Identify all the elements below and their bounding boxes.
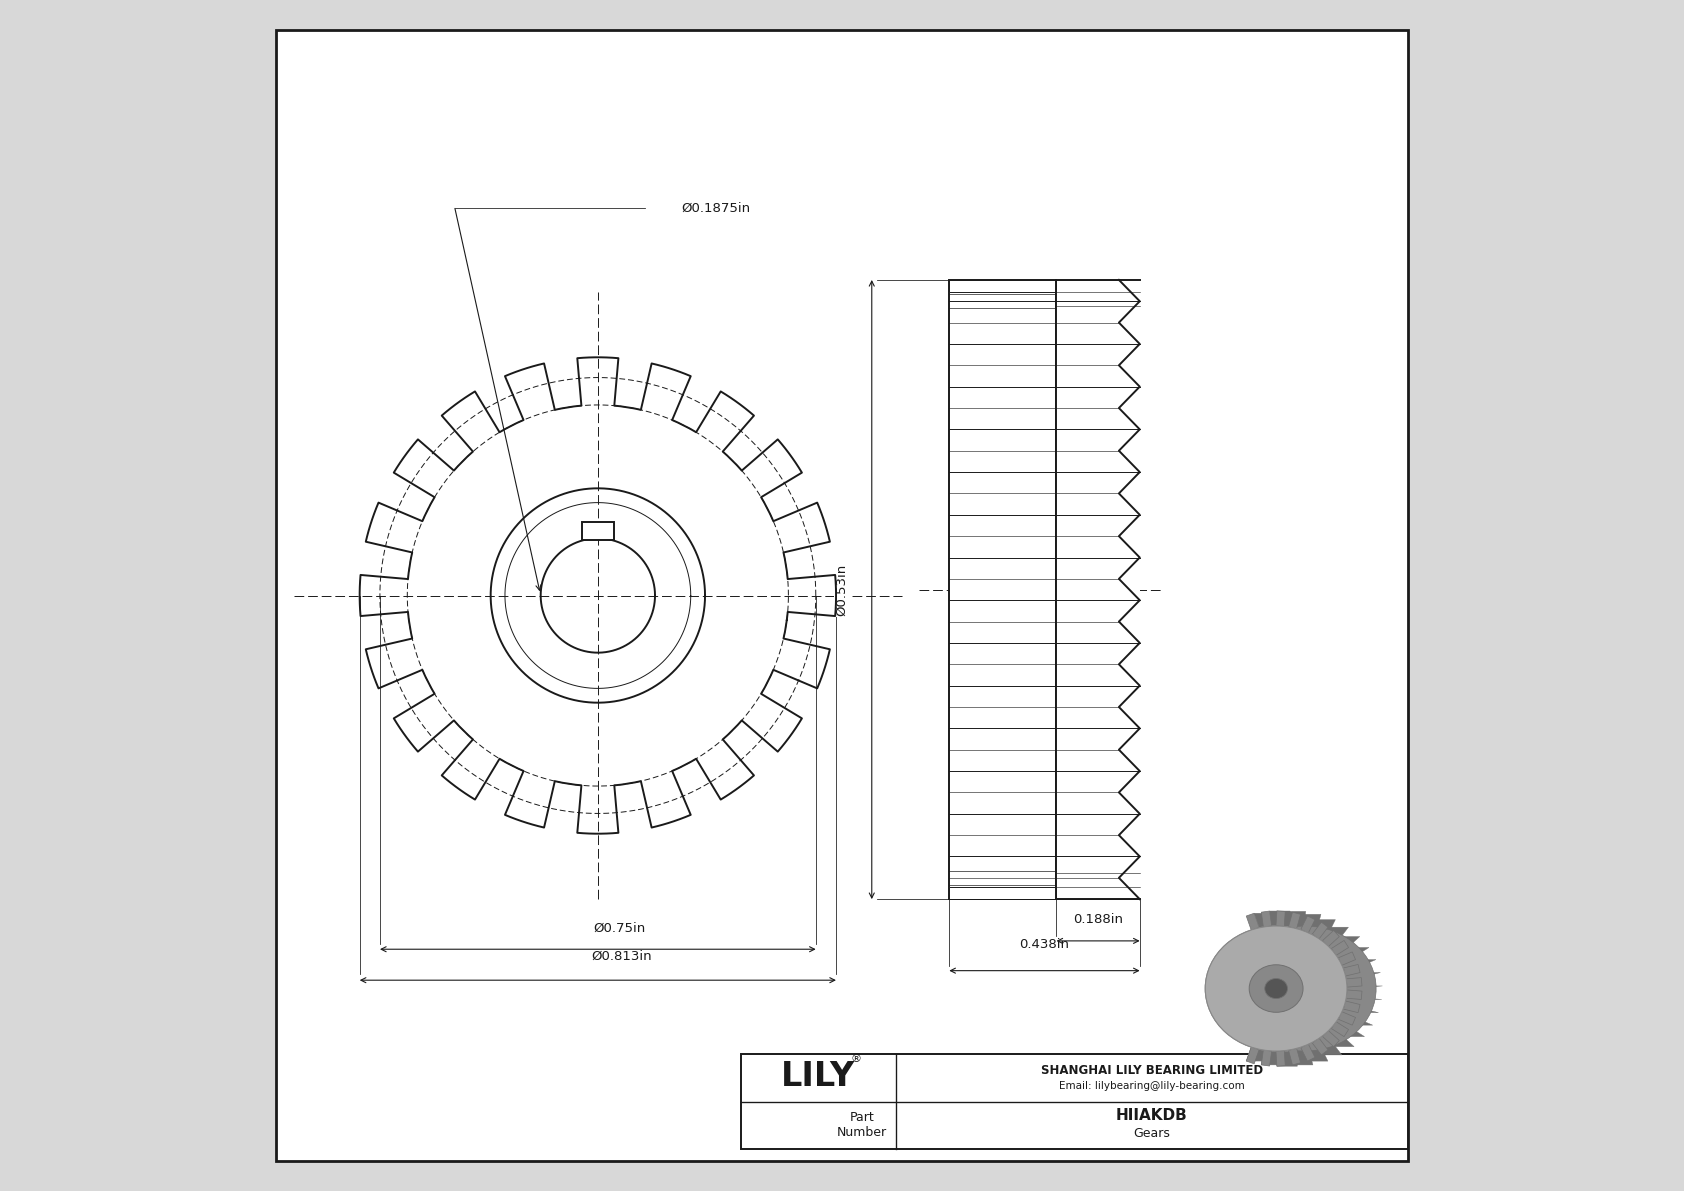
Polygon shape — [1344, 1000, 1361, 1012]
Polygon shape — [1347, 978, 1362, 987]
Polygon shape — [1246, 913, 1260, 930]
Polygon shape — [1288, 912, 1300, 929]
Ellipse shape — [1265, 979, 1288, 998]
Polygon shape — [1312, 1043, 1342, 1055]
Text: Ø0.53in: Ø0.53in — [835, 563, 849, 616]
Polygon shape — [1339, 1019, 1372, 1025]
Text: 0.438in: 0.438in — [1019, 939, 1069, 950]
Polygon shape — [1344, 1009, 1379, 1012]
Polygon shape — [1312, 1037, 1329, 1055]
Bar — [741, 1054, 1408, 1149]
Text: Ø0.813in: Ø0.813in — [591, 950, 652, 962]
Ellipse shape — [1250, 965, 1303, 1012]
Polygon shape — [1255, 913, 1280, 928]
Bar — [950, 280, 1056, 292]
Polygon shape — [1276, 1050, 1285, 1066]
Text: Ø0.75in: Ø0.75in — [593, 922, 645, 934]
Bar — [583, 523, 613, 540]
Polygon shape — [1297, 915, 1320, 929]
Bar — [950, 887, 1056, 899]
Text: LILY: LILY — [781, 1060, 855, 1093]
Polygon shape — [1322, 1036, 1354, 1047]
Polygon shape — [1339, 952, 1356, 966]
Polygon shape — [1319, 927, 1349, 940]
Polygon shape — [1276, 1052, 1297, 1066]
Polygon shape — [1335, 948, 1369, 955]
Polygon shape — [1329, 936, 1359, 947]
Polygon shape — [1270, 911, 1292, 925]
Polygon shape — [1300, 916, 1315, 933]
Polygon shape — [1342, 960, 1376, 966]
Text: Part
Number: Part Number — [837, 1111, 887, 1140]
Polygon shape — [1300, 1048, 1329, 1061]
Text: HIIAKDB: HIIAKDB — [1116, 1109, 1187, 1123]
Ellipse shape — [1206, 927, 1347, 1050]
Text: Email: lilybearing@lily-bearing.com: Email: lilybearing@lily-bearing.com — [1059, 1081, 1244, 1091]
Bar — [950, 280, 1056, 899]
Text: 0.188in: 0.188in — [1073, 913, 1123, 925]
Polygon shape — [1246, 1047, 1271, 1061]
Polygon shape — [1288, 1048, 1300, 1065]
Polygon shape — [1322, 1030, 1339, 1047]
Polygon shape — [1246, 1047, 1260, 1064]
Polygon shape — [1288, 1050, 1314, 1065]
Polygon shape — [1332, 1029, 1364, 1036]
Polygon shape — [1339, 1011, 1356, 1025]
Polygon shape — [1261, 1050, 1283, 1065]
Polygon shape — [1255, 927, 1376, 1050]
Polygon shape — [1300, 1045, 1315, 1061]
Polygon shape — [1308, 919, 1335, 933]
Ellipse shape — [1206, 927, 1347, 1050]
Polygon shape — [1346, 973, 1381, 977]
Polygon shape — [1332, 941, 1349, 955]
Polygon shape — [1312, 922, 1329, 940]
Polygon shape — [1332, 1022, 1349, 1036]
Text: Gears: Gears — [1133, 1128, 1170, 1140]
Polygon shape — [1322, 930, 1339, 947]
Polygon shape — [1276, 911, 1285, 927]
Polygon shape — [1344, 965, 1361, 977]
Text: SHANGHAI LILY BEARING LIMITED: SHANGHAI LILY BEARING LIMITED — [1041, 1065, 1263, 1077]
Polygon shape — [1347, 990, 1362, 999]
Text: Ø0.1875in: Ø0.1875in — [682, 202, 751, 214]
Bar — [1056, 280, 1140, 899]
Text: ®: ® — [850, 1054, 862, 1064]
Polygon shape — [1285, 911, 1305, 927]
Polygon shape — [1261, 1050, 1271, 1066]
Polygon shape — [1261, 911, 1271, 927]
